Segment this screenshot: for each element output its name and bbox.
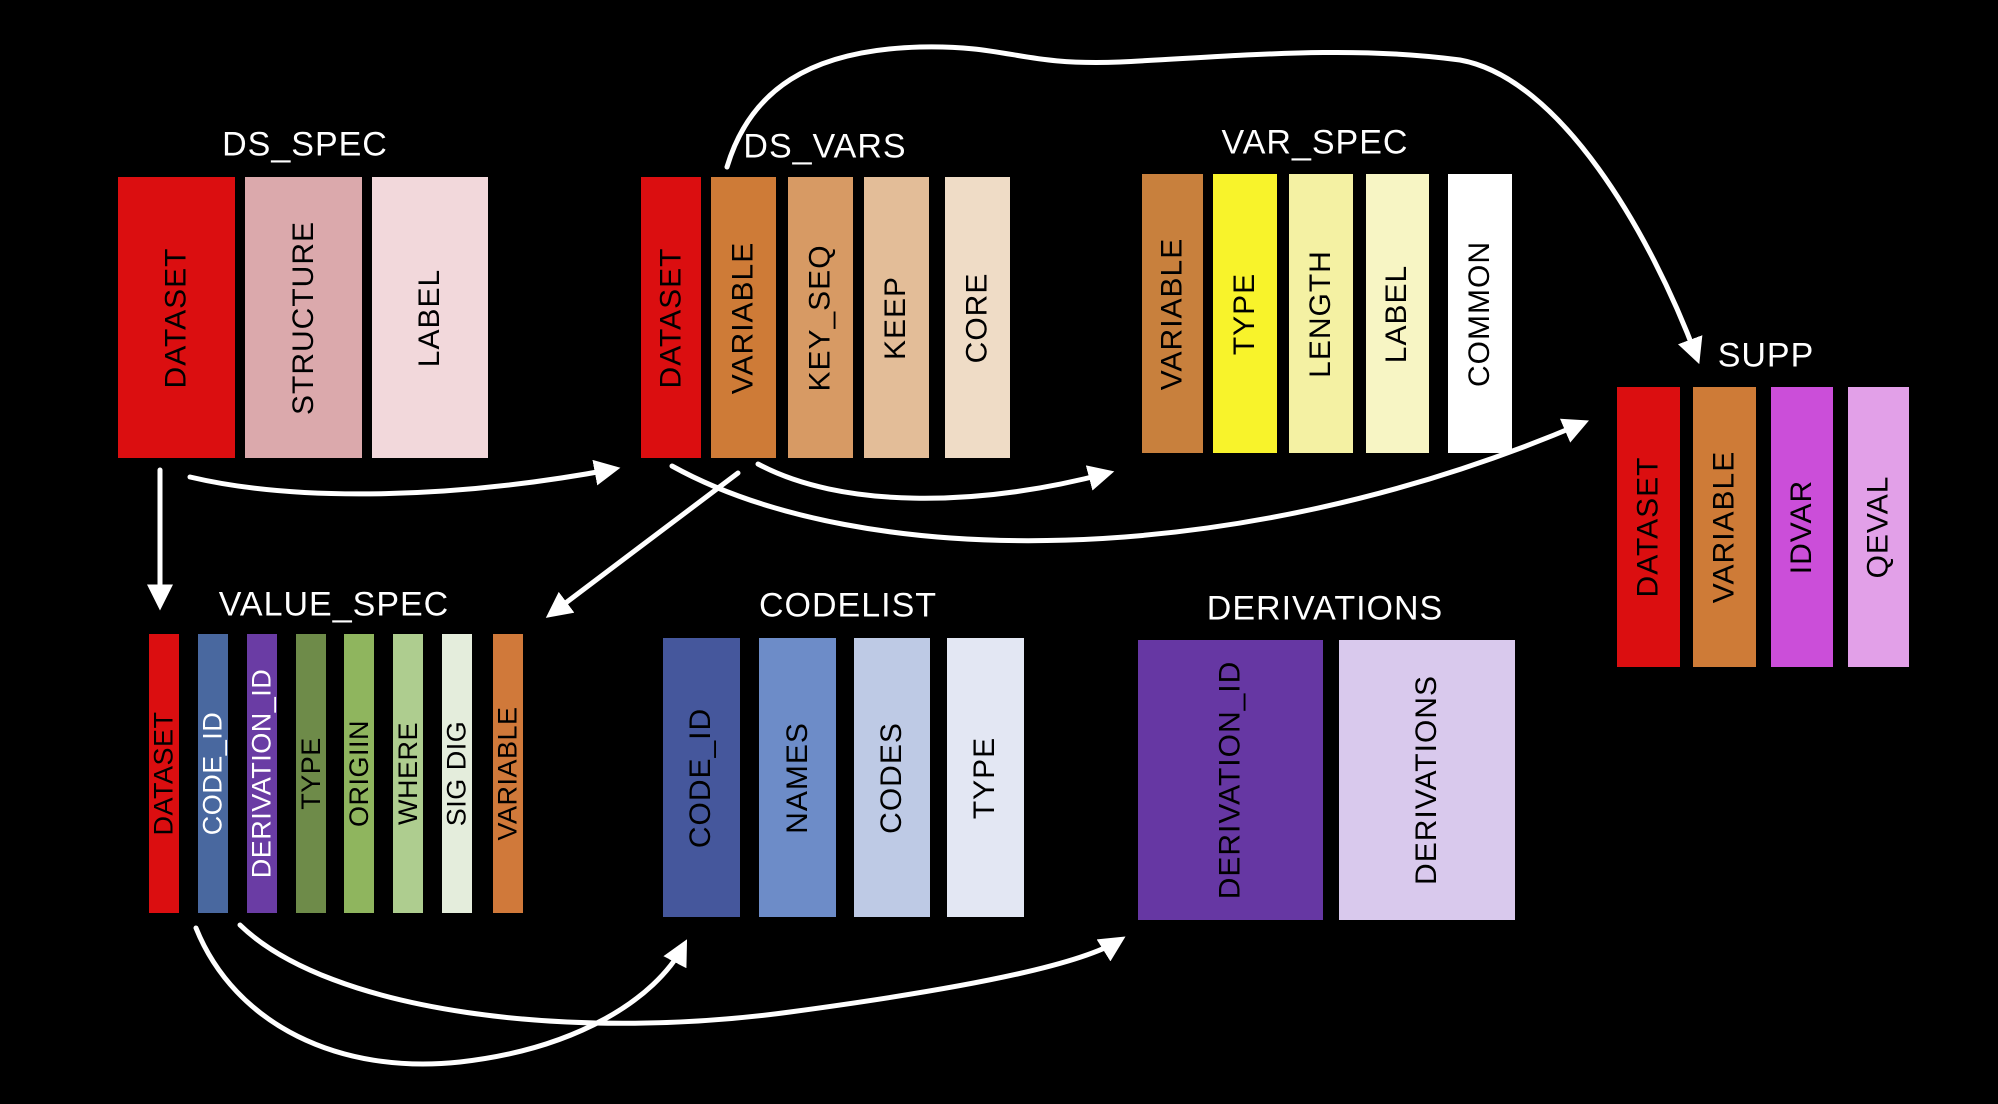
supp-column-qeval: QEVAL (1848, 387, 1909, 667)
ds-vars-label-variable: VARIABLE (726, 241, 760, 394)
value-spec-label-code-id: CODE_ID (197, 711, 228, 836)
var-spec-label-variable: VARIABLE (1155, 237, 1189, 390)
supp-label-variable: VARIABLE (1707, 450, 1741, 604)
value-spec-column-dataset: DATASET (149, 634, 179, 913)
var-spec-label-length: LENGTH (1304, 249, 1337, 378)
ds-spec-column-label: LABEL (372, 177, 488, 458)
arrow-ds-spec-to-ds-vars (187, 459, 621, 497)
codelist-column-codes: CODES (854, 638, 930, 917)
value-spec-label-type: TYPE (295, 737, 326, 810)
codelist-column-type: TYPE (947, 638, 1024, 917)
derivations-label-derivation-id: DERIVATION_ID (1213, 660, 1247, 900)
value-spec-column-variable: VARIABLE (493, 634, 523, 913)
value-spec-column-type: TYPE (296, 634, 326, 913)
var-spec-title: VAR_SPEC (1221, 123, 1409, 162)
ds-vars-column-variable: VARIABLE (711, 177, 776, 458)
codelist-label-type: TYPE (968, 736, 1002, 819)
codelist-column-names: NAMES (759, 638, 836, 917)
supp-column-dataset: DATASET (1617, 387, 1680, 667)
ds-spec-column-structure: STRUCTURE (245, 177, 362, 458)
supp-title: SUPP (1717, 336, 1815, 375)
codelist-label-code-id: CODE_ID (684, 707, 718, 848)
ds-vars-column-core: CORE (945, 177, 1010, 458)
var-spec-column-label: LABEL (1366, 174, 1429, 453)
ds-vars-title: DS_VARS (743, 127, 907, 166)
var-spec-column-type: TYPE (1213, 174, 1277, 453)
codelist-label-names: NAMES (780, 721, 814, 834)
supp-column-variable: VARIABLE (1693, 387, 1756, 667)
value-spec-column-origiin: ORIGIIN (344, 634, 374, 913)
value-spec-label-derivation-id: DERIVATION_ID (246, 668, 277, 879)
codelist-title: CODELIST (758, 586, 938, 625)
value-spec-label-variable: VARIABLE (492, 706, 523, 841)
ds-vars-label-keep: KEEP (879, 275, 913, 360)
ds-vars-label-dataset: DATASET (654, 247, 687, 388)
var-spec-label-type: TYPE (1228, 272, 1262, 355)
var-spec-column-variable: VARIABLE (1142, 174, 1203, 453)
value-spec-column-sig-dig: SIG DIG (442, 634, 472, 913)
supp-label-dataset: DATASET (1631, 456, 1665, 598)
derivations-column-derivations: DERIVATIONS (1339, 640, 1515, 920)
ds-vars-label-key-seq: KEY_SEQ (803, 243, 837, 392)
supp-column-idvar: IDVAR (1771, 387, 1833, 667)
codelist-column-code-id: CODE_ID (663, 638, 740, 917)
ds-vars-column-key-seq: KEY_SEQ (788, 177, 853, 458)
ds-spec-label-dataset: DATASET (159, 247, 193, 388)
value-spec-label-dataset: DATASET (148, 711, 179, 836)
arrow-ds-vars-to-var-spec (755, 461, 1115, 501)
arrow-value-spec-to-derivations (237, 922, 1126, 1026)
value-spec-label-origiin: ORIGIIN (343, 719, 374, 828)
value-spec-title: VALUE_SPEC (218, 585, 450, 624)
arrow-ds-vars-to-value-spec (545, 470, 741, 618)
ds-vars-column-keep: KEEP (864, 177, 929, 458)
derivations-title: DERIVATIONS (1206, 589, 1444, 628)
supp-label-qeval: QEVAL (1861, 475, 1895, 579)
derivations-column-derivation-id: DERIVATION_ID (1138, 640, 1323, 920)
value-spec-column-derivation-id: DERIVATION_ID (247, 634, 277, 913)
ds-spec-column-dataset: DATASET (118, 177, 235, 458)
ds-vars-column-dataset: DATASET (641, 177, 701, 458)
ds-spec-label-structure: STRUCTURE (286, 220, 320, 415)
value-spec-label-sig-dig: SIG DIG (441, 720, 472, 827)
var-spec-column-common: COMMON (1448, 174, 1512, 453)
value-spec-column-where: WHERE (393, 634, 423, 913)
supp-label-idvar: IDVAR (1785, 479, 1818, 575)
var-spec-label-common: COMMON (1463, 240, 1497, 387)
ds-vars-label-core: CORE (960, 272, 994, 363)
derivations-label-derivations: DERIVATIONS (1410, 675, 1444, 885)
arrow-value-spec-to-codelist (193, 925, 688, 1067)
value-spec-column-code-id: CODE_ID (198, 634, 228, 913)
var-spec-column-length: LENGTH (1289, 174, 1353, 453)
value-spec-label-where: WHERE (392, 722, 423, 825)
codelist-label-codes: CODES (875, 721, 908, 834)
ds-spec-label-label: LABEL (413, 268, 446, 367)
var-spec-label-label: LABEL (1380, 264, 1414, 363)
ds-spec-title: DS_SPEC (222, 125, 388, 164)
